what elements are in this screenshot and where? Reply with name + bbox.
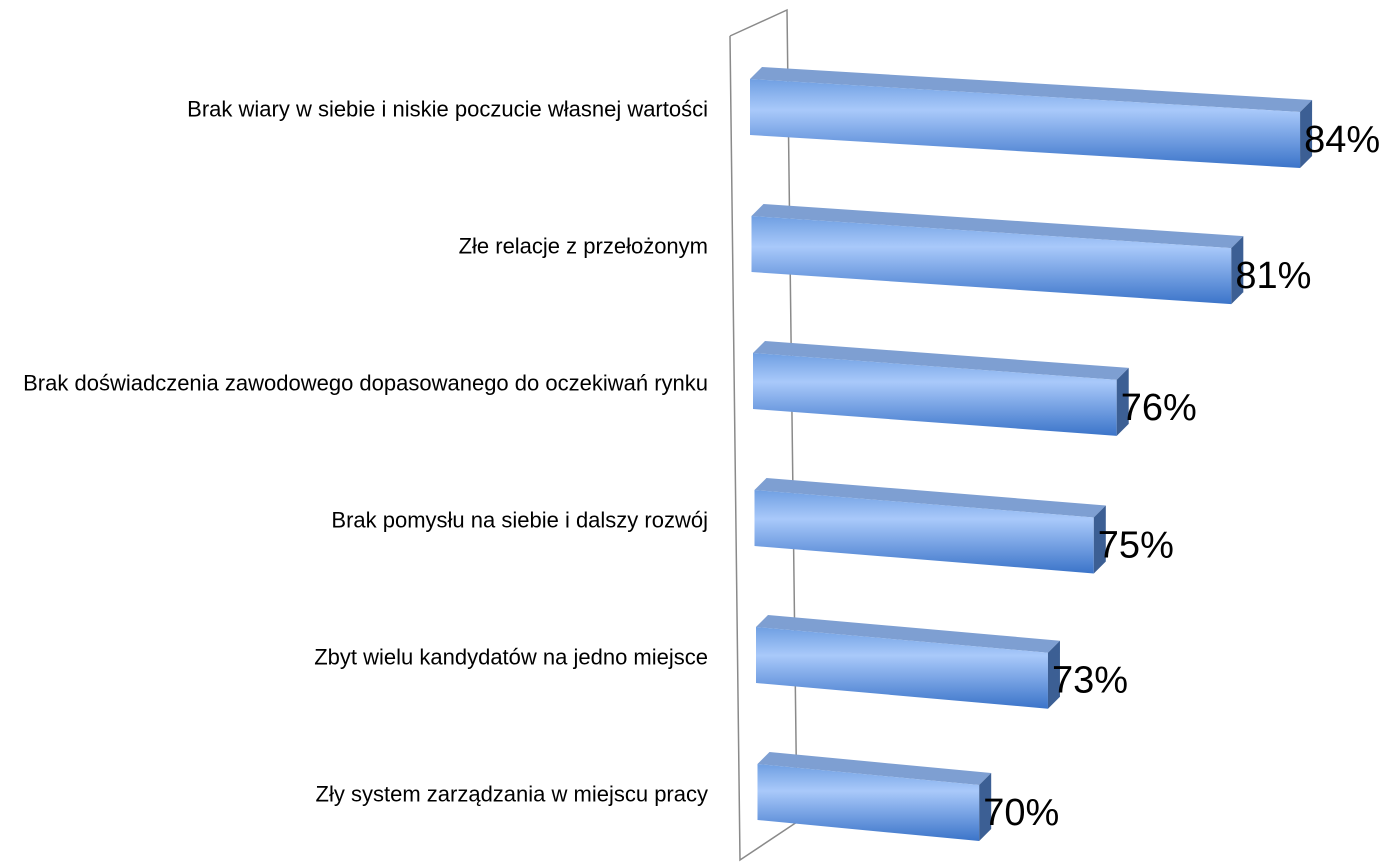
bar-top [751,204,1244,249]
bar [757,752,992,842]
bar-front [753,353,1117,436]
bar-end [1047,640,1060,709]
back-wall [729,8,798,862]
bar-front [757,764,980,842]
value-label: 75% [1098,525,1174,567]
bar-end [979,773,992,842]
bar-top [757,752,992,786]
bar-end [1231,236,1244,305]
value-label: 84% [1304,119,1380,161]
category-label: Brak doświadczenia zawodowego dopasowane… [23,370,708,396]
bar-end [1093,505,1106,574]
category-label: Zły system zarządzania w miejscu pracy [315,781,708,807]
bar-front [756,627,1048,709]
bar-top [756,615,1060,653]
bar [750,67,1313,169]
bar-front [750,79,1301,169]
bar-top [753,341,1129,380]
value-label: 73% [1052,660,1128,702]
value-label: 81% [1235,255,1311,297]
bar-top [750,67,1313,113]
bar-end [1116,367,1129,436]
category-label: Zbyt wielu kandydatów na jedno miejsce [314,644,708,670]
bar [754,478,1106,574]
bar [756,615,1060,709]
bar-front [751,216,1232,305]
bar-top [754,478,1106,518]
bar [751,204,1244,305]
value-label: 70% [983,792,1059,834]
bar [753,341,1129,436]
value-label: 76% [1121,387,1197,429]
category-label: Brak pomysłu na siebie i dalszy rozwój [331,507,708,533]
bar-end [1300,100,1313,169]
category-label: Brak wiary w siebie i niskie poczucie wł… [187,96,708,122]
category-label: Złe relacje z przełożonym [458,233,708,259]
bar-front [754,490,1094,574]
